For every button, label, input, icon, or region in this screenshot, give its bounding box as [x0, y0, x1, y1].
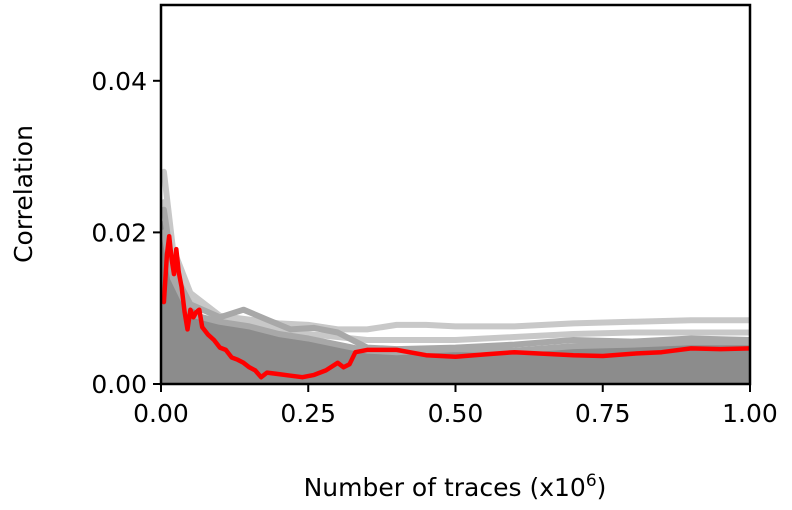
series-line-highlight: [161, 233, 750, 380]
gray-trace-band: [161, 205, 750, 384]
y-tick-label: 0.02: [91, 218, 147, 247]
plot-area: [161, 168, 750, 384]
y-tick-label: 0.00: [91, 370, 147, 399]
x-axis-label: Number of traces (x106): [304, 471, 607, 502]
series-line-gray-1: [161, 168, 750, 333]
x-tick-label: 0.50: [428, 399, 484, 428]
x-axis-label-close: ): [597, 473, 607, 502]
x-axis-label-exponent: 6: [586, 471, 597, 491]
x-tick-label: 0.75: [575, 399, 631, 428]
series-line-gray-4: [161, 229, 750, 356]
y-tick-label: 0.04: [91, 67, 147, 96]
series-layer: [161, 168, 750, 380]
x-tick-label: 0.25: [280, 399, 336, 428]
x-axis-label-text: Number of traces (x10: [304, 473, 586, 502]
y-axis-label: Correlation: [9, 125, 38, 263]
series-line-gray-3: [161, 206, 750, 353]
x-tick-label: 0.00: [133, 399, 189, 428]
y-axis: 0.00 0.02 0.04: [91, 67, 161, 399]
x-tick-label: 1.00: [722, 399, 778, 428]
x-axis: 0.00 0.25 0.50 0.75 1.00: [133, 384, 778, 428]
